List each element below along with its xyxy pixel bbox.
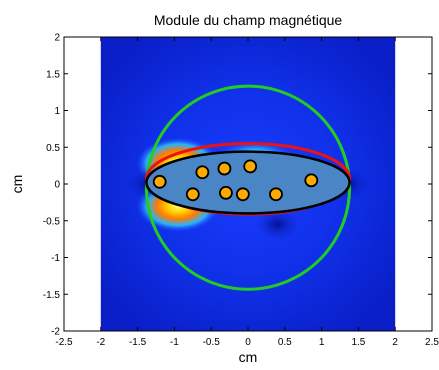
plot-area [100,37,396,331]
x-tick-label: -1.5 [129,337,147,348]
y-tick-label: -0.5 [43,216,61,227]
x-axis-ticks: -2.5 -2 -1.5 -1 -0.5 0 0.5 1 1.5 2 2.5 [55,37,439,348]
chart-title: Module du champ magnétique [154,12,343,28]
x-tick-label: -2.5 [55,337,73,348]
y-tick-label: 0.5 [46,143,60,154]
y-axis-label: cm [9,175,25,194]
y-tick-label: 1.5 [46,69,60,80]
x-tick-label: -0.5 [203,337,221,348]
x-tick-label: -2 [96,337,105,348]
x-tick-label: -1 [170,337,179,348]
y-tick-label: 2 [54,33,60,44]
data-point-4 [217,161,232,176]
data-point-9 [304,173,319,188]
data-point-1 [152,174,167,189]
field-coldspot-3 [255,208,300,241]
y-axis-ticks: 2 1.5 1 0.5 0 -0.5 -1 -1.5 -2 [43,33,432,338]
y-tick-label: -2 [51,327,60,338]
x-tick-label: 0.5 [278,337,292,348]
data-point-5 [219,185,233,200]
data-point-3 [195,165,210,180]
x-tick-label: 2 [392,337,398,348]
data-point-2 [185,187,200,202]
y-tick-label: -1.5 [43,290,61,301]
data-point-8 [269,187,283,202]
x-tick-label: 0 [245,337,251,348]
points-layer [152,159,319,202]
y-tick-label: -1 [51,253,60,264]
x-axis-label: cm [239,349,258,365]
x-tick-label: 1 [319,337,325,348]
x-tick-label: 1.5 [351,337,365,348]
y-tick-label: 0 [54,180,60,191]
y-tick-label: 1 [54,106,60,117]
x-tick-label: 2.5 [425,337,439,348]
data-point-7 [243,159,258,174]
data-point-6 [235,187,250,202]
